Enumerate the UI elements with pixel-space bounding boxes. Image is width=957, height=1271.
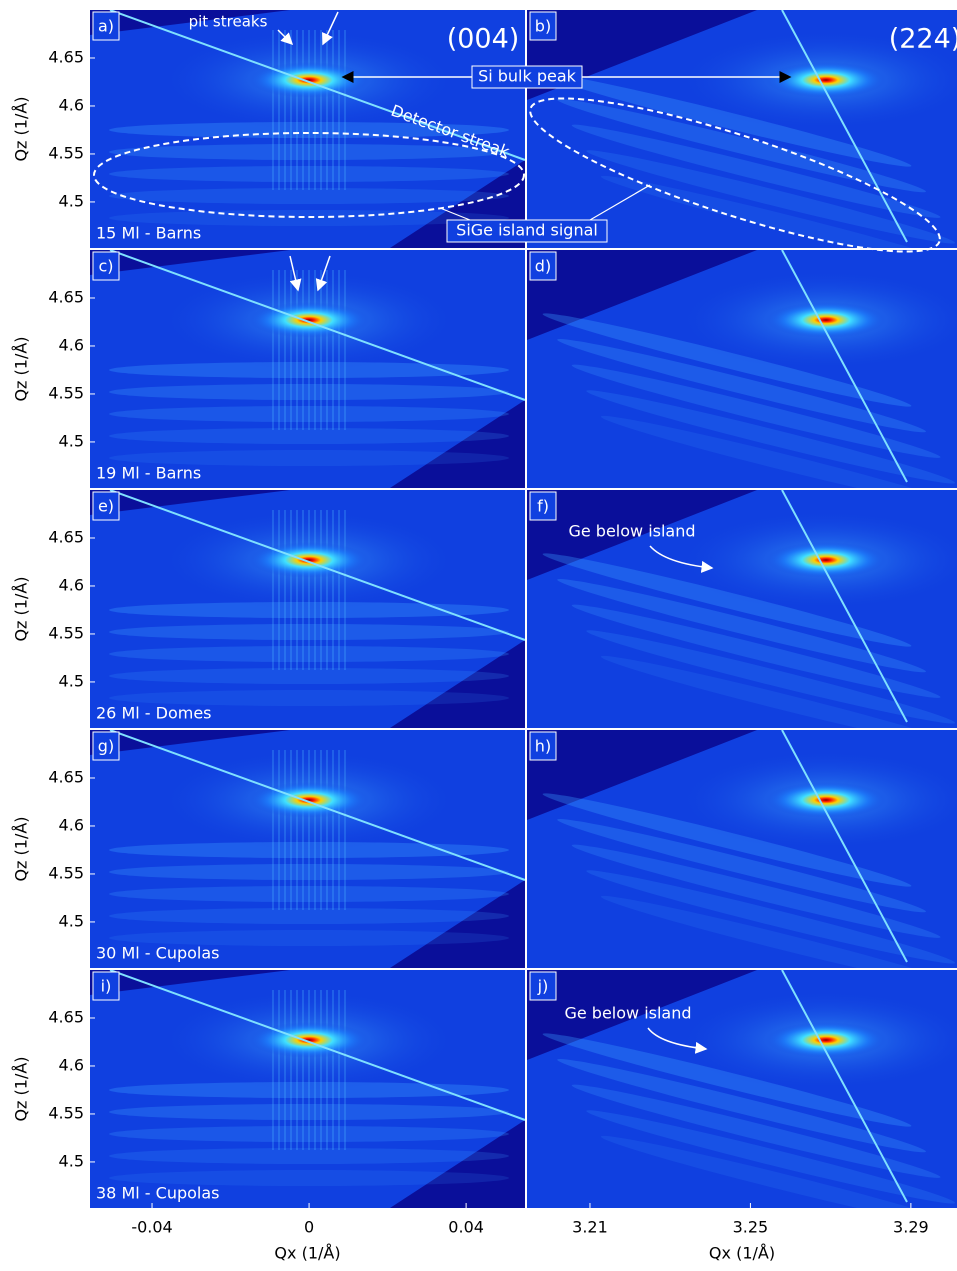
panel: [90, 250, 525, 488]
panel: [90, 730, 525, 968]
panel-label: i): [101, 977, 112, 996]
panel-caption: 19 Ml - Barns: [96, 464, 201, 483]
fringe: [109, 1148, 509, 1164]
y-tick-label: 4.55: [48, 1103, 84, 1122]
y-tick-label: 4.65: [48, 527, 84, 546]
panel-caption: 26 Ml - Domes: [96, 704, 212, 723]
panel-caption: 30 Ml - Cupolas: [96, 944, 219, 963]
y-axis-title: Qz (1/Å): [12, 576, 31, 641]
y-tick-label: 4.5: [59, 911, 84, 930]
y-tick-label: 4.5: [59, 1151, 84, 1170]
x-tick-label: -0.04: [131, 1218, 172, 1237]
y-tick-label: 4.65: [48, 767, 84, 786]
x-axis-title: Qx (1/Å): [709, 1244, 775, 1263]
x-tick-label: 3.29: [893, 1218, 929, 1237]
y-tick-label: 4.6: [59, 1055, 84, 1074]
panel-label: a): [98, 17, 114, 36]
y-tick-label: 4.5: [59, 431, 84, 450]
fringe: [109, 428, 509, 444]
panel: [527, 250, 957, 516]
fringe: [109, 908, 509, 924]
y-tick-label: 4.6: [59, 575, 84, 594]
y-tick-label: 4.5: [59, 191, 84, 210]
x-tick-label: 0: [304, 1218, 314, 1237]
y-axis-title: Qz (1/Å): [12, 816, 31, 881]
panel-label: j): [537, 977, 549, 996]
annotation: Ge below island: [564, 1004, 691, 1023]
y-tick-label: 4.65: [48, 287, 84, 306]
annotation: SiGe island signal: [456, 221, 598, 240]
y-tick-label: 4.5: [59, 671, 84, 690]
x-tick-label: 3.21: [572, 1218, 608, 1237]
y-tick-label: 4.55: [48, 863, 84, 882]
panel-label: g): [98, 737, 114, 756]
panel-label: b): [535, 17, 551, 36]
panel-label: c): [98, 257, 113, 276]
panel: [90, 490, 525, 728]
panels: a) 15 Ml - Barns 4.5 4.55 4.6 4.65 b) c) 19 Ml -…: [12, 10, 957, 1263]
panel-label: e): [98, 497, 114, 516]
y-axis-title: Qz (1/Å): [12, 1056, 31, 1121]
y-axis-title: Qz (1/Å): [12, 96, 31, 161]
column-title: (224): [889, 24, 957, 55]
annotation: Ge below island: [568, 522, 695, 541]
fringe: [109, 668, 509, 684]
panel-caption: 15 Ml - Barns: [96, 224, 201, 243]
y-tick-label: 4.65: [48, 1007, 84, 1026]
y-axis-title: Qz (1/Å): [12, 336, 31, 401]
y-tick-label: 4.65: [48, 47, 84, 66]
y-tick-label: 4.55: [48, 143, 84, 162]
fringe: [109, 188, 509, 204]
y-tick-label: 4.55: [48, 383, 84, 402]
y-tick-label: 4.6: [59, 335, 84, 354]
panel-label: f): [537, 497, 549, 516]
x-tick-label: 3.25: [733, 1218, 769, 1237]
panel-caption: 38 Ml - Cupolas: [96, 1184, 219, 1203]
annotation: Si bulk peak: [478, 67, 577, 86]
y-tick-label: 4.6: [59, 95, 84, 114]
panel-label: h): [535, 737, 551, 756]
y-tick-label: 4.55: [48, 623, 84, 642]
x-axis-title: Qx (1/Å): [274, 1244, 340, 1263]
annotation: pit streaks: [189, 13, 268, 31]
x-tick-label: 0.04: [448, 1218, 484, 1237]
panel: [527, 730, 957, 996]
panel: [90, 970, 525, 1208]
panel-label: d): [535, 257, 551, 276]
column-title: (004): [447, 24, 520, 55]
y-tick-label: 4.6: [59, 815, 84, 834]
